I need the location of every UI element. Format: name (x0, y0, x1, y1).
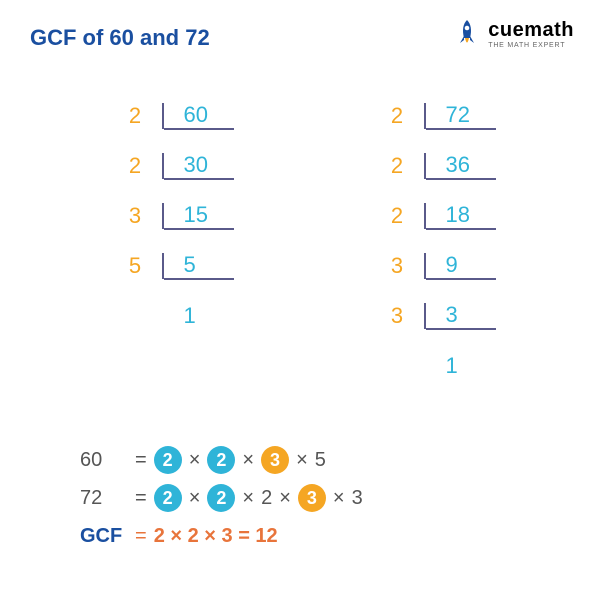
prime-factor: 2 (154, 446, 182, 474)
table-row: 55 (109, 241, 234, 291)
table-row: 33 (371, 291, 496, 341)
times-sign: × (238, 441, 258, 479)
table-row: 1 (371, 341, 496, 391)
prime-factor: 3 (261, 446, 289, 474)
times-sign: × (185, 479, 205, 517)
quotient-cell: 15 (164, 202, 234, 230)
equations-block: 60=2×2×3×572=2×2×2×3×3GCF=2 × 2 × 3 = 12 (30, 441, 574, 555)
table-row: 39 (371, 241, 496, 291)
equals-sign: = (131, 479, 151, 517)
divisor-cell: 2 (109, 153, 164, 179)
prime-factor: 3 (352, 479, 363, 517)
quotient-cell: 18 (426, 202, 496, 230)
divisor-cell: 2 (371, 103, 426, 129)
divisor-cell: 2 (109, 103, 164, 129)
quotient-cell: 9 (426, 252, 496, 280)
factorization-tables: 260230315551 27223621839331 (30, 91, 574, 391)
brand-logo: cuemath THE MATH EXPERT (452, 18, 574, 50)
factorization-table-60: 260230315551 (109, 91, 234, 341)
divisor-cell: 3 (109, 203, 164, 229)
divisor-cell: 5 (109, 253, 164, 279)
table-row: 260 (109, 91, 234, 141)
equation-line: 60=2×2×3×5 (80, 441, 574, 479)
divisor-cell: 3 (371, 303, 426, 329)
times-sign: × (238, 479, 258, 517)
prime-factor: 3 (298, 484, 326, 512)
table-row: 236 (371, 141, 496, 191)
equals-sign: = (131, 517, 151, 555)
prime-factor: 2 (207, 446, 235, 474)
logo-tagline: THE MATH EXPERT (488, 42, 574, 49)
quotient-cell: 3 (426, 302, 496, 330)
quotient-cell: 72 (426, 102, 496, 130)
prime-factor: 2 (261, 479, 272, 517)
table-row: 315 (109, 191, 234, 241)
quotient-cell: 60 (164, 102, 234, 130)
equation-label: 72 (80, 479, 128, 517)
quotient-cell: 1 (164, 303, 234, 329)
table-row: 230 (109, 141, 234, 191)
logo-name: cuemath (488, 20, 574, 40)
equation-label: 60 (80, 441, 128, 479)
times-sign: × (185, 441, 205, 479)
times-sign: × (275, 479, 295, 517)
divisor-cell: 2 (371, 203, 426, 229)
quotient-cell: 5 (164, 252, 234, 280)
equation-line: 72=2×2×2×3×3 (80, 479, 574, 517)
quotient-cell: 1 (426, 353, 496, 379)
rocket-icon (452, 18, 482, 50)
quotient-cell: 30 (164, 152, 234, 180)
quotient-cell: 36 (426, 152, 496, 180)
divisor-cell: 3 (371, 253, 426, 279)
gcf-line: GCF=2 × 2 × 3 = 12 (80, 517, 574, 555)
table-row: 218 (371, 191, 496, 241)
equals-sign: = (131, 441, 151, 479)
prime-factor: 2 (154, 484, 182, 512)
prime-factor: 5 (315, 441, 326, 479)
table-row: 272 (371, 91, 496, 141)
table-row: 1 (109, 291, 234, 341)
times-sign: × (292, 441, 312, 479)
divisor-cell: 2 (371, 153, 426, 179)
prime-factor: 2 (207, 484, 235, 512)
gcf-label: GCF (80, 517, 128, 555)
times-sign: × (329, 479, 349, 517)
gcf-value: 2 × 2 × 3 = 12 (154, 517, 278, 555)
factorization-table-72: 27223621839331 (371, 91, 496, 391)
